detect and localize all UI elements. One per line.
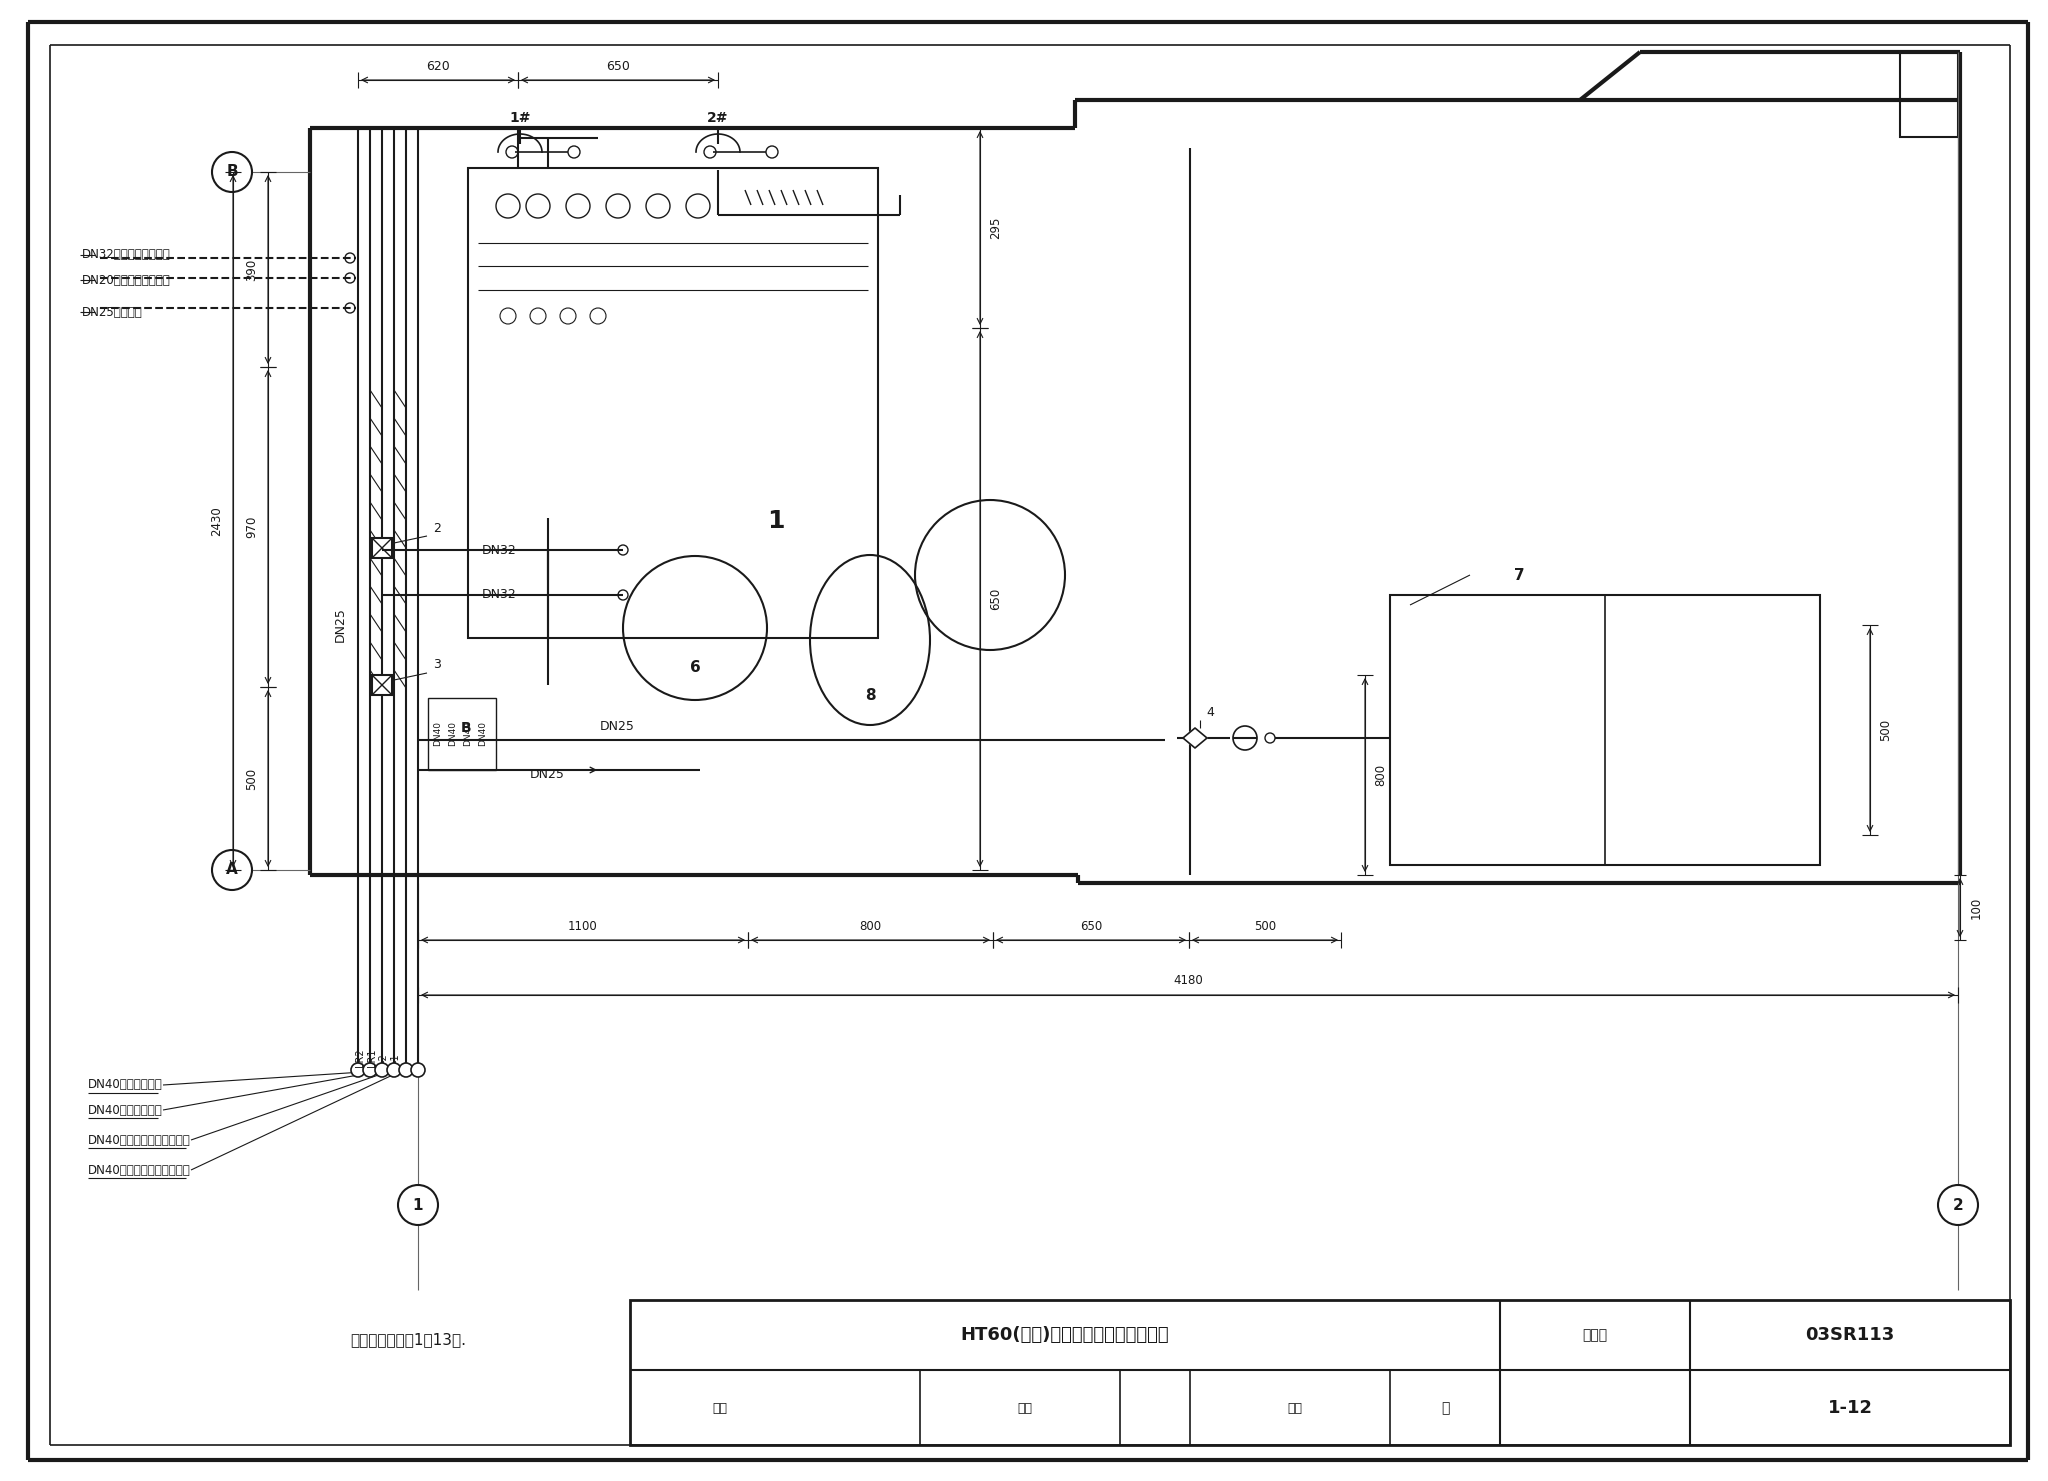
Text: DN40: DN40	[449, 721, 457, 746]
Text: DN40接末端回水管: DN40接末端回水管	[88, 1103, 162, 1117]
Text: HT60(一台)冷热源设备及管道平面图: HT60(一台)冷热源设备及管道平面图	[961, 1325, 1169, 1343]
Bar	[373, 675, 391, 695]
Text: 页: 页	[1442, 1401, 1450, 1414]
Text: 970: 970	[246, 515, 258, 538]
Text: DN20接生活热水回水管: DN20接生活热水回水管	[82, 274, 170, 286]
Text: 650: 650	[989, 588, 1004, 610]
Text: 650: 650	[1079, 920, 1102, 933]
Text: 8: 8	[864, 687, 874, 702]
Circle shape	[387, 1063, 401, 1077]
Text: DN32接生活热水供水管: DN32接生活热水供水管	[82, 249, 170, 262]
Text: 2430: 2430	[211, 507, 223, 536]
Text: DN25: DN25	[600, 720, 635, 733]
Text: 7: 7	[1513, 567, 1524, 582]
Text: 4: 4	[1206, 706, 1214, 720]
Text: A: A	[225, 862, 238, 878]
Text: DN40: DN40	[463, 721, 473, 746]
Text: 审核: 审核	[713, 1401, 727, 1414]
Text: DN32: DN32	[481, 544, 516, 557]
Text: DN40: DN40	[434, 721, 442, 746]
Text: 1#: 1#	[510, 111, 530, 124]
Text: DN25接软水管: DN25接软水管	[82, 305, 143, 318]
Text: DN32: DN32	[481, 588, 516, 601]
Text: 650: 650	[606, 59, 631, 73]
Circle shape	[362, 1063, 377, 1077]
Text: 800: 800	[1374, 764, 1386, 786]
Text: 校对: 校对	[1018, 1401, 1032, 1414]
Text: 图魏号: 图魏号	[1583, 1328, 1608, 1342]
Text: DN25: DN25	[530, 767, 565, 780]
Text: LR2: LR2	[354, 1049, 365, 1068]
Text: 2#: 2#	[707, 111, 729, 124]
Text: 800: 800	[860, 920, 881, 933]
Text: 100: 100	[1970, 896, 1982, 918]
Text: 500: 500	[1880, 718, 1892, 740]
Text: 500: 500	[246, 767, 258, 789]
Text: 295: 295	[989, 216, 1004, 240]
Text: DN40: DN40	[479, 721, 487, 746]
Text: 620: 620	[426, 59, 451, 73]
Text: LR1: LR1	[367, 1049, 377, 1068]
Text: 3: 3	[432, 659, 440, 671]
Text: 390: 390	[246, 258, 258, 280]
Text: DN40接末端供水管: DN40接末端供水管	[88, 1078, 162, 1091]
Text: 03SR113: 03SR113	[1806, 1325, 1894, 1343]
Bar	[428, 698, 496, 770]
Text: 6: 6	[690, 661, 700, 675]
Text: DN40接能量提升系统供水管: DN40接能量提升系统供水管	[88, 1133, 190, 1146]
Circle shape	[350, 1063, 365, 1077]
Bar	[631, 1300, 2009, 1445]
Bar	[469, 167, 879, 638]
Text: 1100: 1100	[567, 920, 598, 933]
Text: DN40接能量提升系统回水管: DN40接能量提升系统回水管	[88, 1164, 190, 1176]
Text: 1: 1	[414, 1198, 424, 1213]
Text: -1: -1	[391, 1053, 401, 1063]
Bar	[1391, 595, 1821, 865]
Text: 4180: 4180	[1174, 974, 1202, 988]
Circle shape	[375, 1063, 389, 1077]
Text: B: B	[461, 721, 471, 735]
Text: 2: 2	[432, 521, 440, 535]
Text: 1: 1	[766, 508, 784, 533]
Text: 设计: 设计	[1288, 1401, 1303, 1414]
Bar	[1901, 52, 1958, 138]
Text: -2: -2	[379, 1053, 389, 1063]
Text: DN25: DN25	[334, 607, 346, 643]
Polygon shape	[1184, 729, 1206, 748]
Circle shape	[412, 1063, 426, 1077]
Text: B: B	[225, 164, 238, 179]
Text: 2: 2	[1952, 1198, 1964, 1213]
Text: 500: 500	[1253, 920, 1276, 933]
Circle shape	[399, 1063, 414, 1077]
Text: 注：设备表见第1－13页.: 注：设备表见第1－13页.	[350, 1333, 467, 1348]
Text: 1-12: 1-12	[1827, 1400, 1872, 1417]
Bar	[373, 538, 391, 558]
